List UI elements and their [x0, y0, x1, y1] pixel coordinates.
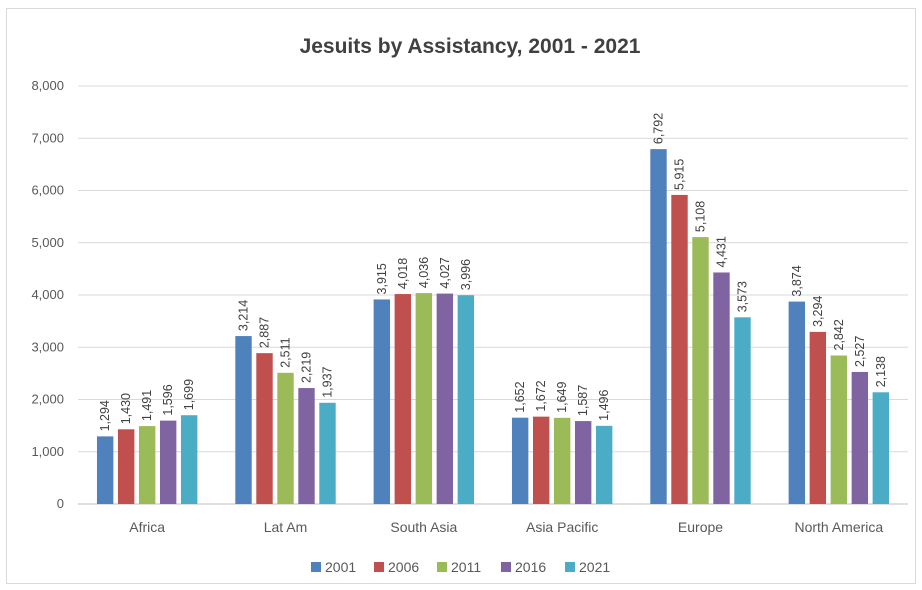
legend-label: 2006 — [388, 559, 419, 575]
y-tick-label: 0 — [57, 496, 64, 511]
data-label: 5,108 — [694, 201, 708, 232]
bars — [96, 149, 890, 505]
data-label: 3,214 — [237, 300, 251, 331]
data-label: 1,491 — [140, 390, 154, 421]
data-label: 3,915 — [375, 263, 389, 294]
data-label: 3,874 — [790, 265, 804, 296]
bar — [319, 402, 336, 504]
data-label: 1,937 — [321, 366, 335, 397]
x-tick-label: Europe — [678, 519, 723, 535]
bar — [788, 301, 806, 504]
bar — [256, 353, 273, 504]
bar — [138, 426, 156, 504]
legend-label: 2021 — [579, 559, 610, 575]
legend-item: 2021 — [565, 559, 610, 575]
y-tick-label: 2,000 — [31, 392, 64, 407]
legend-label: 2016 — [515, 559, 546, 575]
y-tick-label: 8,000 — [31, 78, 64, 93]
bar — [511, 417, 529, 504]
legend-label: 2011 — [451, 559, 481, 575]
legend-swatch — [374, 562, 384, 572]
x-tick-label: North America — [794, 519, 883, 535]
legend-swatch — [311, 562, 321, 572]
bar — [373, 299, 391, 504]
data-label: 2,527 — [853, 336, 867, 367]
bar — [415, 293, 433, 504]
data-label: 1,496 — [597, 390, 611, 421]
bar — [159, 420, 177, 504]
data-label: 5,915 — [673, 159, 687, 190]
data-label: 1,294 — [98, 400, 112, 431]
legend-swatch — [565, 562, 575, 572]
legend-item: 2001 — [311, 559, 356, 575]
bar — [532, 416, 550, 504]
y-tick-label: 7,000 — [31, 130, 64, 145]
data-label: 2,219 — [300, 352, 314, 383]
bar — [117, 429, 135, 504]
bar — [713, 272, 730, 504]
bar — [809, 331, 827, 504]
bar — [457, 295, 475, 504]
y-tick-label: 6,000 — [31, 183, 64, 198]
x-axis: Africa Lat Am South Asia Asia Pacific Europe… — [129, 519, 883, 535]
data-label: 6,792 — [652, 113, 666, 144]
y-tick-label: 5,000 — [31, 235, 64, 250]
data-label: 1,699 — [182, 379, 196, 410]
y-tick-label: 4,000 — [31, 287, 64, 302]
data-label: 4,036 — [417, 257, 431, 288]
data-label: 1,672 — [534, 380, 548, 411]
bar — [277, 372, 294, 504]
bar — [436, 293, 454, 504]
bar — [298, 388, 315, 504]
legend-swatch — [501, 562, 511, 572]
data-label: 3,996 — [459, 259, 473, 290]
data-label: 1,652 — [513, 381, 527, 412]
data-label: 1,430 — [119, 393, 133, 424]
legend-item: 2006 — [374, 559, 419, 575]
bar — [734, 317, 751, 504]
bar — [235, 336, 252, 504]
chart-title: Jesuits by Assistancy, 2001 - 2021 — [300, 35, 641, 58]
bar — [553, 417, 571, 504]
x-tick-label: Lat Am — [264, 519, 308, 535]
bar — [692, 237, 709, 504]
y-tick-label: 3,000 — [31, 339, 64, 354]
bar — [595, 425, 613, 504]
data-label: 4,027 — [438, 257, 452, 288]
data-label: 1,587 — [576, 385, 590, 416]
data-label: 3,294 — [811, 296, 825, 327]
bar — [650, 149, 667, 505]
data-label: 3,573 — [736, 281, 750, 312]
bar — [180, 415, 198, 504]
legend-item: 2016 — [501, 559, 546, 575]
bar — [394, 294, 412, 504]
bar — [830, 355, 848, 504]
legend-swatch — [437, 562, 447, 572]
data-label: 2,138 — [874, 356, 888, 387]
data-label: 2,842 — [832, 319, 846, 350]
legend-label: 2001 — [325, 559, 356, 575]
legend: 2001 2006 2011 2016 2021 — [311, 559, 610, 575]
bar — [96, 436, 114, 504]
bar — [671, 194, 688, 504]
x-tick-label: South Asia — [390, 519, 457, 535]
bar — [872, 392, 890, 504]
y-axis: 0 1,000 2,000 3,000 4,000 5,000 6,000 7,000 8,00… — [31, 78, 64, 511]
data-label: 4,018 — [396, 258, 410, 289]
x-tick-label: Africa — [129, 519, 165, 535]
data-labels: 1,294 1,430 1,491 1,596 1,699 3,214 2,887 2,511… — [98, 113, 888, 432]
bar — [851, 371, 869, 504]
y-tick-label: 1,000 — [31, 444, 64, 459]
x-tick-label: Asia Pacific — [526, 519, 598, 535]
gridlines — [78, 85, 908, 505]
legend-item: 2011 — [437, 559, 481, 575]
data-label: 1,596 — [161, 384, 175, 415]
data-label: 1,649 — [555, 382, 569, 413]
data-label: 2,511 — [279, 337, 293, 367]
data-label: 2,887 — [258, 317, 272, 348]
bar — [574, 421, 592, 504]
data-label: 4,431 — [715, 236, 729, 267]
